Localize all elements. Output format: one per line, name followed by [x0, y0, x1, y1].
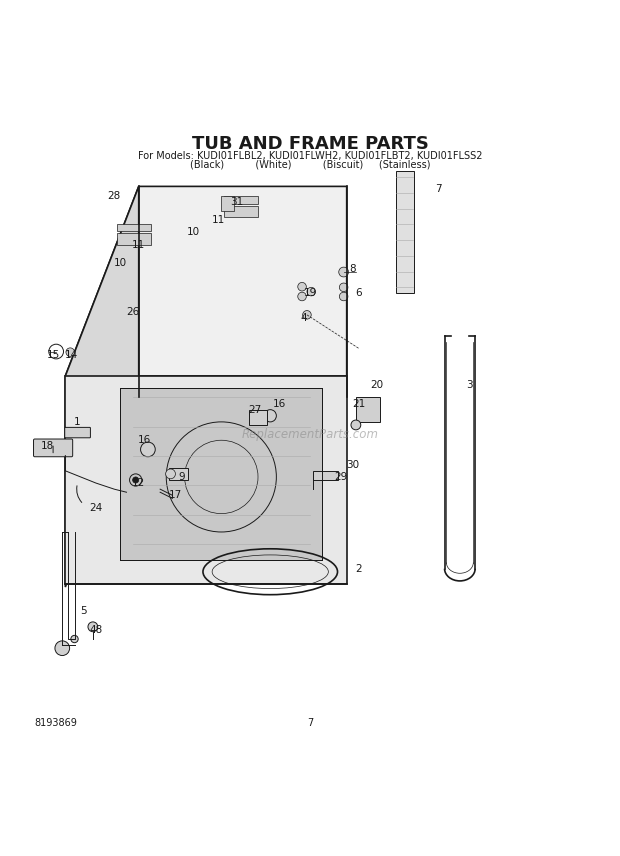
Text: 29: 29 [334, 472, 347, 482]
Text: 7: 7 [307, 718, 313, 728]
Text: 12: 12 [132, 478, 145, 488]
Circle shape [133, 477, 139, 483]
Bar [249, 410, 267, 425]
Text: 11: 11 [132, 240, 145, 249]
Text: 20: 20 [371, 380, 384, 390]
Text: 9: 9 [178, 472, 185, 482]
Text: 48: 48 [89, 625, 102, 635]
Polygon shape [65, 376, 347, 584]
Text: ReplacementParts.com: ReplacementParts.com [242, 428, 378, 441]
Text: 24: 24 [89, 502, 102, 513]
Bar [117, 223, 151, 231]
Circle shape [264, 410, 277, 422]
Circle shape [298, 282, 306, 291]
Text: 21: 21 [352, 399, 366, 408]
Text: 11: 11 [211, 215, 225, 225]
Text: 30: 30 [346, 460, 360, 470]
Text: 28: 28 [108, 191, 121, 200]
Text: 10: 10 [187, 227, 200, 237]
Text: 27: 27 [249, 405, 262, 414]
Circle shape [339, 267, 348, 277]
Circle shape [339, 283, 348, 292]
Text: 19: 19 [303, 288, 317, 299]
Text: For Models: KUDI01FLBL2, KUDI01FLWH2, KUDI01FLBT2, KUDI01FLSS2: For Models: KUDI01FLBL2, KUDI01FLWH2, KU… [138, 151, 482, 161]
Text: 16: 16 [138, 435, 151, 445]
Text: 14: 14 [65, 349, 78, 360]
Polygon shape [120, 389, 322, 560]
Polygon shape [396, 171, 414, 294]
Text: 8: 8 [350, 264, 356, 274]
Circle shape [166, 469, 175, 479]
Text: 6: 6 [356, 288, 362, 299]
Bar [221, 195, 234, 211]
Bar [224, 196, 258, 204]
Text: 8193869: 8193869 [35, 718, 78, 728]
Text: 10: 10 [114, 258, 127, 268]
Text: 4: 4 [301, 313, 307, 323]
Circle shape [141, 442, 155, 457]
FancyBboxPatch shape [64, 427, 91, 437]
FancyBboxPatch shape [33, 439, 73, 457]
Circle shape [339, 292, 348, 300]
Circle shape [66, 348, 74, 356]
Text: TUB AND FRAME PARTS: TUB AND FRAME PARTS [192, 134, 428, 152]
Text: 17: 17 [169, 490, 182, 500]
Text: (Black)          (White)          (Biscuit)     (Stainless): (Black) (White) (Biscuit) (Stainless) [190, 160, 430, 170]
Polygon shape [313, 471, 337, 480]
Text: 3: 3 [466, 380, 472, 390]
Polygon shape [65, 187, 139, 587]
Polygon shape [169, 467, 188, 480]
Polygon shape [65, 187, 347, 376]
Circle shape [71, 635, 78, 643]
Text: 7: 7 [435, 184, 442, 194]
Text: 16: 16 [273, 399, 286, 408]
Text: 18: 18 [40, 442, 53, 451]
Bar [356, 397, 380, 422]
Text: 2: 2 [356, 564, 362, 574]
Text: 5: 5 [81, 607, 87, 616]
Circle shape [351, 420, 361, 430]
Bar [224, 206, 258, 217]
Circle shape [307, 288, 316, 296]
Circle shape [55, 641, 69, 656]
Circle shape [88, 622, 98, 632]
Text: 1: 1 [74, 417, 81, 427]
Text: 15: 15 [46, 349, 60, 360]
Text: 26: 26 [126, 306, 140, 317]
Circle shape [303, 311, 311, 319]
Text: 31: 31 [230, 197, 243, 206]
Bar [117, 234, 151, 245]
Circle shape [298, 292, 306, 300]
